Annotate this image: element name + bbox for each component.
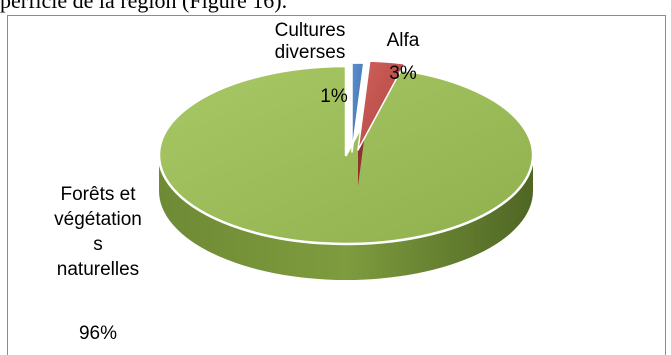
document-caption-line: perficie de la région (Figure 16). xyxy=(0,0,288,13)
pie-slice-side-2 xyxy=(159,155,533,280)
chart-frame xyxy=(7,15,666,355)
data-label-line-0-0: Cultures xyxy=(275,20,346,41)
pie-slice-cultures-diverses xyxy=(351,62,365,153)
data-label-percent-1: 3% xyxy=(389,63,417,84)
data-label-percent-2: 96% xyxy=(79,323,117,344)
data-label-line-2-2: s xyxy=(93,234,103,255)
data-label-line-2-3: naturelles xyxy=(57,259,139,280)
pie-slice-alfa xyxy=(357,60,406,151)
data-label-percent-0: 1% xyxy=(320,86,348,107)
pie-slice-for-ts-et-v-g-tations-naturelles xyxy=(157,64,535,246)
data-label-line-0-1: diverses xyxy=(275,42,346,63)
data-label-line-2-1: végétation xyxy=(54,209,142,230)
data-label-line-2-0: Forêts et xyxy=(61,184,137,205)
data-label-line-1-0: Alfa xyxy=(387,30,420,51)
